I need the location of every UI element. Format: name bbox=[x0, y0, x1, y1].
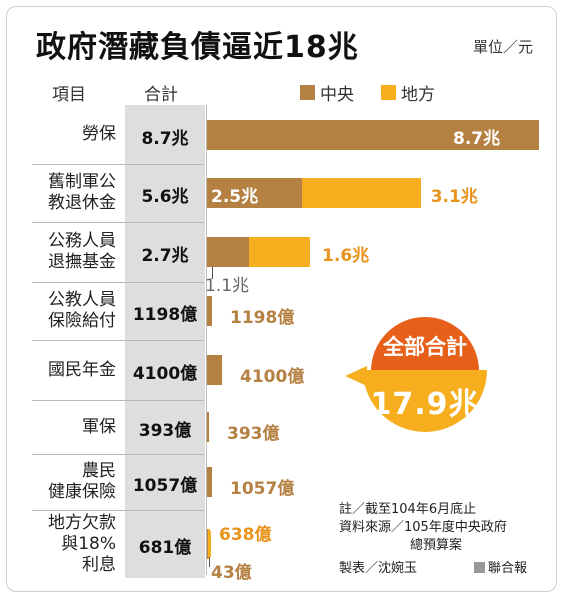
central-bar bbox=[207, 178, 303, 208]
chart-frame bbox=[6, 6, 557, 592]
row-total: 1057億 bbox=[132, 476, 198, 496]
local-value-label: 1.6兆 bbox=[322, 246, 370, 266]
unit-label: 單位／元 bbox=[473, 38, 534, 56]
row-divider bbox=[32, 454, 204, 455]
central-value-label: 8.7兆 bbox=[453, 128, 501, 149]
category-label: 農民 健康保險 bbox=[30, 461, 116, 503]
central-value-label: 2.5兆 bbox=[211, 187, 259, 207]
central-bar bbox=[207, 296, 212, 326]
central-value-label: 4100億 bbox=[240, 367, 305, 387]
newspaper-box-icon bbox=[474, 562, 485, 573]
row-total: 393億 bbox=[138, 421, 192, 441]
summary-pointer bbox=[345, 366, 367, 386]
category-label: 公教人員 保險給付 bbox=[30, 290, 116, 332]
summary-value: 17.9兆 bbox=[363, 370, 487, 432]
row-total: 5.6兆 bbox=[141, 187, 189, 207]
category-label: 公務人員 退撫基金 bbox=[30, 231, 116, 273]
category-label-line: 國民年金 bbox=[48, 359, 116, 380]
note-line-1: 註／截至104年6月底止 bbox=[339, 502, 477, 517]
chart-title: 政府潛藏負債逼近18兆 bbox=[36, 30, 359, 65]
category-label-line: 勞保 bbox=[82, 124, 116, 144]
category-label: 地方欠款 與18% 利息 bbox=[30, 513, 116, 576]
category-label: 勞保 bbox=[30, 124, 116, 145]
legend-local: 地方 bbox=[381, 80, 435, 105]
central-bar bbox=[207, 119, 539, 150]
note-line-2: 資料來源／105年度中央政府 bbox=[339, 520, 507, 535]
row-total: 4100億 bbox=[132, 364, 198, 384]
category-label: 舊制軍公 教退休金 bbox=[30, 172, 116, 214]
legend-local-label: 地方 bbox=[401, 85, 435, 105]
row-divider bbox=[32, 510, 204, 511]
newspaper-name: 聯合報 bbox=[488, 561, 528, 576]
local-bar bbox=[302, 178, 421, 208]
bar-axis bbox=[206, 105, 207, 575]
category-label-line: 利息 bbox=[82, 554, 116, 575]
legend-central: 中央 bbox=[300, 80, 354, 105]
category-label-line: 軍保 bbox=[82, 416, 116, 437]
local-bar bbox=[248, 237, 311, 267]
row-total: 681億 bbox=[138, 538, 192, 558]
central-value-tick bbox=[212, 267, 213, 279]
central-bar bbox=[207, 412, 209, 442]
central-value-tick bbox=[209, 557, 210, 567]
legend-central-swatch bbox=[300, 85, 315, 100]
header-item: 項目 bbox=[52, 85, 86, 105]
row-divider bbox=[32, 164, 204, 165]
central-bar bbox=[207, 355, 222, 385]
maker-credit: 製表／沈婉玉 bbox=[339, 561, 418, 576]
central-bar bbox=[207, 467, 212, 497]
newspaper-credit: 聯合報 bbox=[474, 557, 527, 576]
central-value-label: 1.1兆 bbox=[205, 276, 250, 296]
row-total: 1198億 bbox=[132, 305, 198, 325]
central-value-label: 1057億 bbox=[230, 479, 295, 499]
category-label-line: 公教人員 bbox=[48, 290, 116, 310]
row-total: 8.7兆 bbox=[141, 128, 189, 149]
category-label-line: 地方欠款 bbox=[48, 512, 116, 533]
row-divider bbox=[32, 340, 204, 341]
central-bar bbox=[207, 237, 249, 267]
category-label-line: 教退休金 bbox=[48, 193, 116, 213]
local-value-label: 638億 bbox=[219, 525, 272, 545]
row-total: 2.7兆 bbox=[141, 246, 189, 266]
category-label: 軍保 bbox=[30, 417, 116, 438]
category-label-line: 與18% bbox=[61, 533, 116, 554]
central-value-label: 1198億 bbox=[230, 308, 295, 328]
category-label-line: 退撫基金 bbox=[48, 252, 116, 272]
row-divider bbox=[32, 282, 204, 283]
totals-column-background bbox=[125, 105, 205, 578]
category-label-line: 公務人員 bbox=[48, 231, 116, 251]
category-label-line: 農民 bbox=[82, 461, 116, 481]
legend-local-swatch bbox=[381, 85, 396, 100]
central-value-label: 43億 bbox=[211, 563, 252, 583]
legend-central-label: 中央 bbox=[320, 85, 354, 105]
category-label-line: 保險給付 bbox=[48, 311, 116, 331]
local-value-tick bbox=[209, 531, 211, 557]
category-label-line: 健康保險 bbox=[48, 482, 116, 502]
central-value-label: 393億 bbox=[227, 424, 280, 444]
note-line-3: 總預算案 bbox=[410, 538, 463, 553]
central-bar bbox=[207, 529, 208, 559]
local-value-label: 3.1兆 bbox=[430, 187, 478, 207]
category-label-line: 舊制軍公 bbox=[48, 172, 116, 192]
row-divider bbox=[32, 222, 204, 223]
header-total: 合計 bbox=[144, 85, 178, 105]
row-divider bbox=[32, 400, 204, 401]
category-label: 國民年金 bbox=[30, 360, 116, 381]
